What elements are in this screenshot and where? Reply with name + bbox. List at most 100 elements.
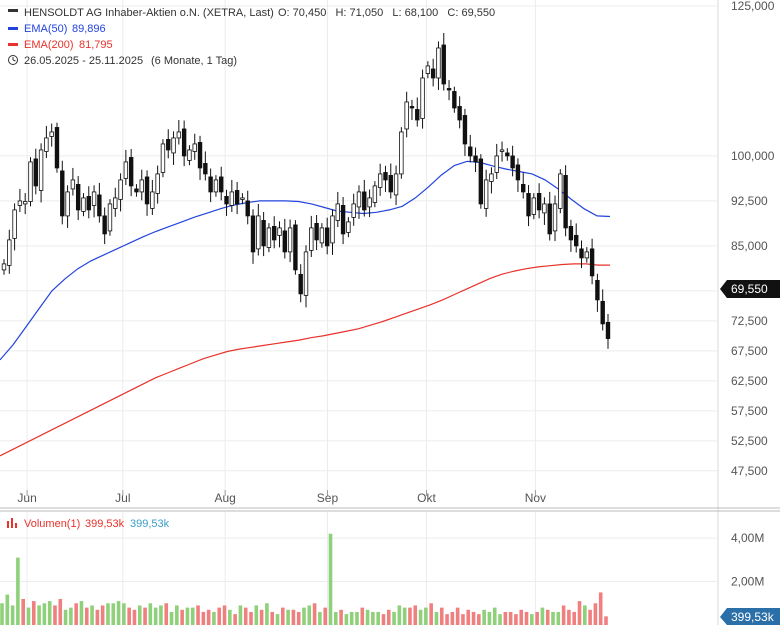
volume-bar [270, 611, 275, 625]
volume-bar [69, 607, 73, 625]
volume-bar [122, 603, 126, 625]
candle [282, 218, 288, 259]
volume-bar [63, 609, 68, 625]
candle [38, 143, 44, 203]
candlesticks [1, 32, 611, 349]
candle [510, 145, 515, 177]
candle [150, 179, 155, 216]
volume-bar [371, 611, 375, 625]
volume-bar [376, 611, 380, 625]
candle [272, 216, 277, 249]
volume-bar [302, 607, 306, 625]
volume-label: Volumen(1) [24, 518, 80, 530]
candle [367, 189, 372, 218]
candle [531, 193, 537, 220]
candle [462, 108, 468, 156]
candle [12, 203, 17, 251]
volume-bar [0, 603, 4, 625]
candle [542, 197, 547, 225]
candle [261, 212, 266, 257]
volume-bar [503, 611, 508, 625]
candle [213, 175, 219, 197]
candle [558, 169, 563, 214]
volume-bar [148, 603, 153, 625]
candle [309, 215, 314, 257]
ema200-line [0, 263, 610, 457]
volume-value-red: 399,53k [85, 518, 125, 530]
volume-bar [492, 607, 497, 625]
volume-bar [482, 609, 486, 625]
volume-bar [47, 601, 52, 625]
candle [75, 176, 81, 221]
candle [97, 182, 102, 223]
volume-bar [254, 605, 259, 625]
volume-bar [439, 607, 444, 625]
volume-bar [471, 611, 476, 625]
volume-bar [540, 607, 545, 625]
volume-bar [196, 605, 200, 625]
range-note: (6 Monate, 1 Tag) [151, 55, 237, 67]
volume-bar [583, 605, 587, 625]
volume-bar [408, 607, 412, 625]
volume-bar [286, 609, 290, 625]
volume-bars [0, 533, 608, 625]
candle [478, 154, 484, 209]
candle [107, 199, 113, 236]
ema50-line [0, 160, 611, 361]
ema200-marker [8, 43, 18, 46]
volume-bar [514, 614, 518, 625]
clock-icon [8, 55, 18, 65]
candle [436, 41, 441, 90]
volume-bar [201, 611, 206, 625]
candle [425, 61, 431, 79]
volume-bar [111, 603, 116, 625]
candle [536, 183, 542, 219]
volume-bar [577, 601, 582, 625]
volume-bar [16, 557, 20, 625]
volume-bar [243, 607, 248, 625]
candle [399, 127, 404, 179]
volume-bar [524, 611, 529, 625]
volume-bar [106, 603, 110, 625]
price-tick-label: 85,000 [731, 239, 768, 253]
candle [33, 148, 38, 195]
volume-tick-label: 2,00M [731, 575, 764, 589]
candle [91, 185, 97, 218]
price-tick-label: 100,000 [731, 149, 775, 163]
candle [526, 185, 531, 227]
candle [489, 167, 494, 194]
candle [229, 179, 235, 213]
volume-bar [307, 605, 312, 625]
volume-bar [159, 605, 163, 625]
ema50-label: EMA(50) [24, 23, 67, 35]
candle [234, 182, 240, 215]
price-tick-label: 57,500 [731, 404, 768, 418]
candle [134, 184, 139, 197]
candle [473, 147, 478, 173]
candle [139, 169, 144, 201]
candle [256, 203, 261, 256]
volume-bar [291, 609, 296, 625]
volume-bar [344, 614, 349, 625]
candle [547, 191, 552, 241]
candle [293, 220, 298, 275]
volume-bar [588, 609, 592, 625]
date-range: 26.05.2025 - 25.11.2025 [24, 55, 143, 67]
candle [287, 219, 293, 263]
candle [70, 167, 76, 196]
price-tick-label: 125,000 [731, 0, 775, 13]
volume-bar [318, 611, 322, 625]
volume-bar [58, 598, 63, 625]
volume-bar [593, 603, 598, 625]
volume-bar [206, 609, 211, 625]
candle [324, 217, 330, 255]
volume-bar [180, 609, 184, 625]
candle [181, 120, 187, 167]
volume-bar [551, 611, 555, 625]
candle [415, 97, 420, 127]
candle [584, 247, 590, 263]
candle [113, 187, 118, 217]
volume-bar [127, 607, 131, 625]
volume-bar [53, 605, 57, 625]
